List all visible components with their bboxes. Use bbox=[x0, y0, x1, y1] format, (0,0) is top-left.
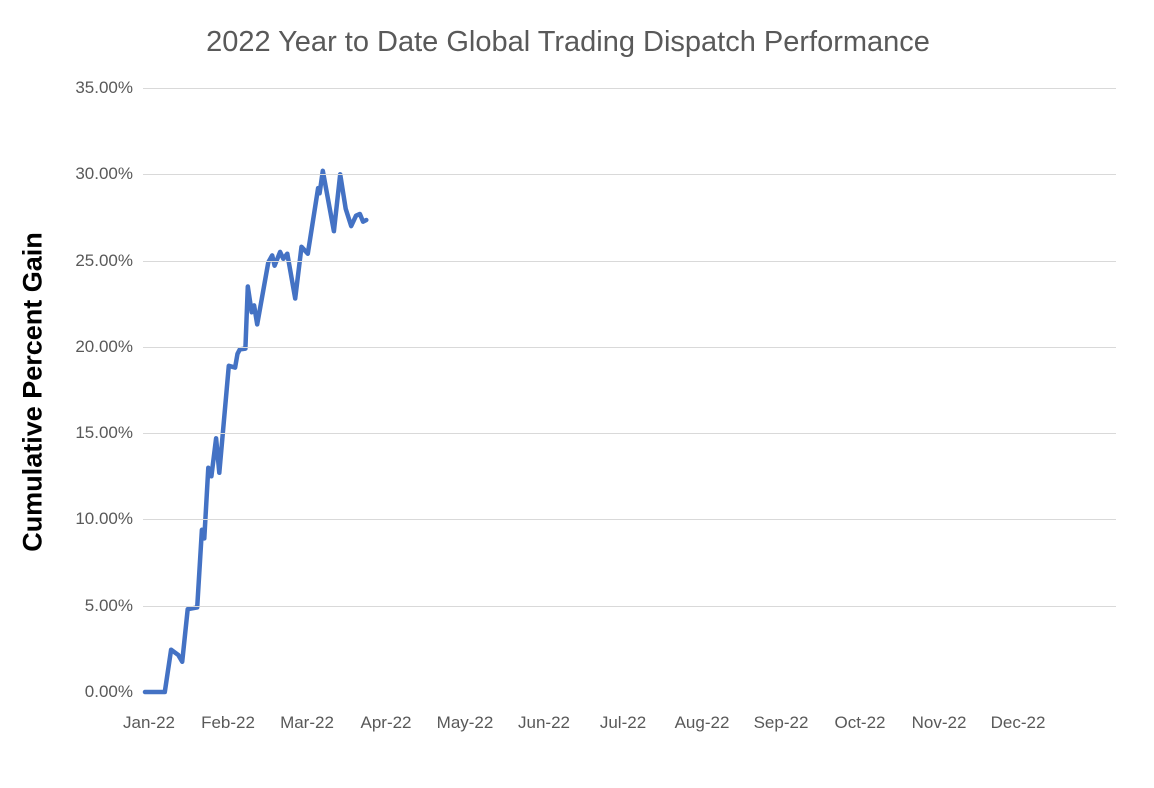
y-tick-label: 5.00% bbox=[84, 595, 133, 615]
y-tick-label: 10.00% bbox=[75, 509, 133, 529]
y-tick-label: 30.00% bbox=[75, 164, 133, 184]
plot-area bbox=[142, 88, 1116, 695]
y-tick-label: 15.00% bbox=[75, 423, 133, 443]
gridline bbox=[143, 260, 1116, 262]
y-tick-label: 0.00% bbox=[84, 682, 133, 701]
x-tick-label: Oct-22 bbox=[834, 713, 886, 732]
x-tick-label: Dec-22 bbox=[990, 713, 1046, 732]
x-tick-label: Jul-22 bbox=[599, 713, 647, 732]
x-tick-label: Nov-22 bbox=[911, 713, 967, 732]
x-tick-label: Jan-22 bbox=[123, 713, 175, 732]
gridline bbox=[143, 433, 1116, 435]
x-tick-label: Jun-22 bbox=[518, 713, 570, 732]
x-tick-label: Aug-22 bbox=[674, 713, 730, 732]
gridline bbox=[143, 88, 1116, 89]
gridline bbox=[143, 519, 1116, 521]
x-tick-label: Feb-22 bbox=[201, 713, 255, 732]
x-tick-label: Apr-22 bbox=[360, 713, 412, 732]
x-tick-label: May-22 bbox=[436, 713, 494, 732]
gridline bbox=[143, 174, 1116, 176]
x-tick-label: Mar-22 bbox=[280, 713, 334, 732]
gridline bbox=[143, 346, 1116, 348]
y-axis-title: Cumulative Percent Gain bbox=[17, 232, 48, 552]
gridline bbox=[143, 605, 1116, 607]
x-tick-label: Sep-22 bbox=[753, 713, 809, 732]
y-tick-label: 20.00% bbox=[75, 336, 133, 356]
chart-title: 2022 Year to Date Global Trading Dispatc… bbox=[206, 26, 930, 58]
y-tick-label: 25.00% bbox=[75, 250, 133, 270]
y-tick-label: 35.00% bbox=[75, 78, 133, 97]
cumulative-gain-line bbox=[142, 168, 369, 695]
